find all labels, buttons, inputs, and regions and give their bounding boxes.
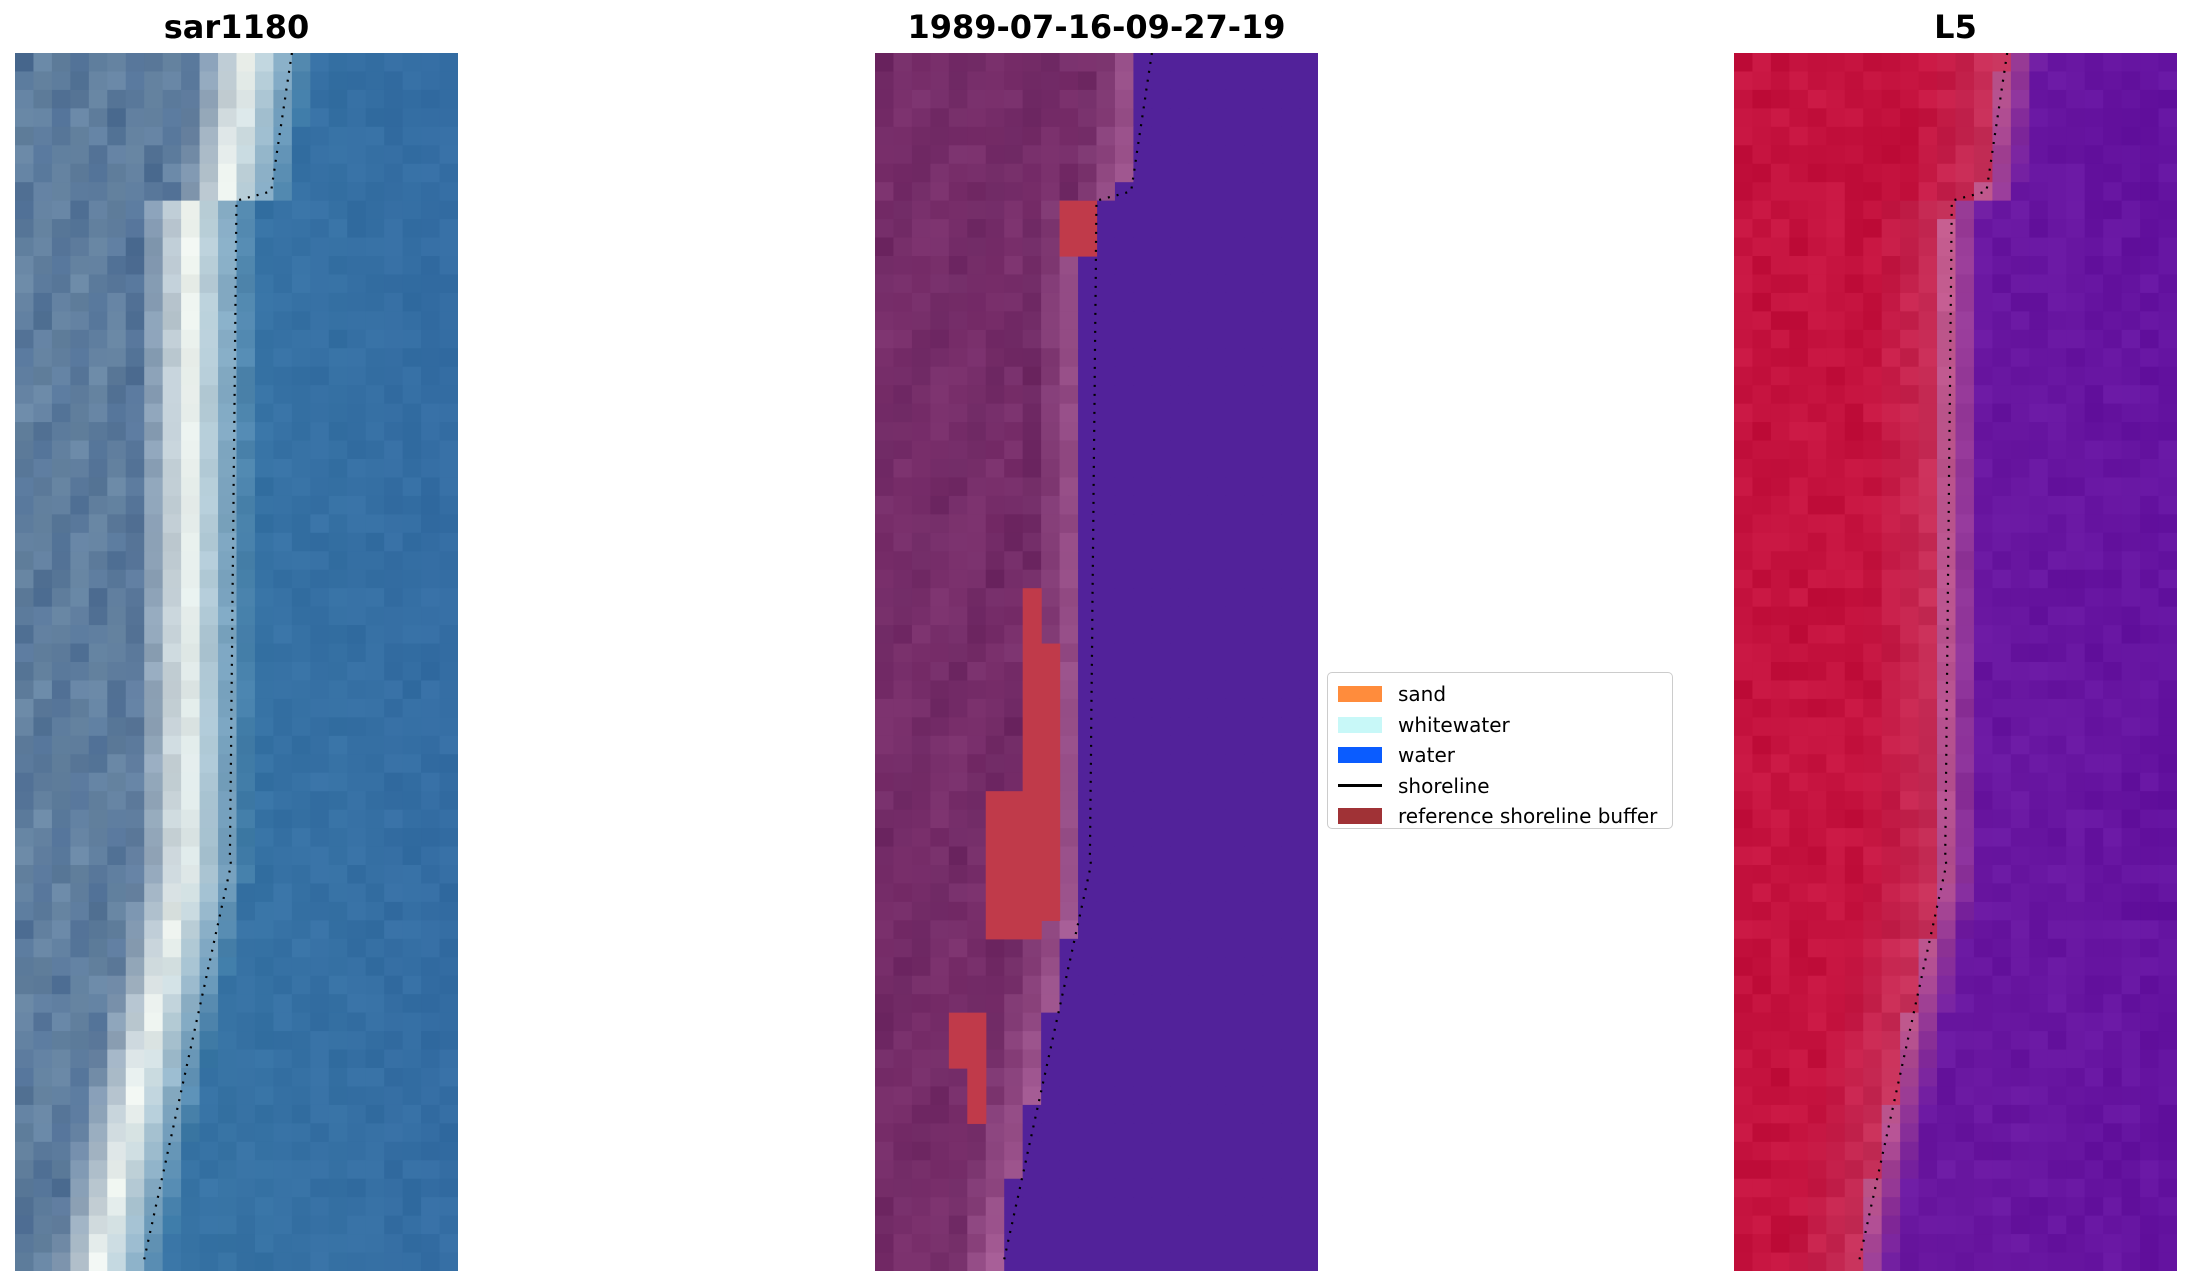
panel-title-right: L5 (1934, 8, 1977, 46)
legend-label-water: water (1398, 743, 1455, 768)
panel-title-middle: 1989-07-16-09-27-19 (907, 8, 1286, 46)
shoreline-line-sample (1338, 784, 1382, 788)
buffer-region (967, 1068, 987, 1124)
panel-title-left: sar1180 (163, 8, 310, 46)
legend-item-water: water (1338, 740, 1662, 771)
buffer-region (1059, 200, 1098, 257)
legend-item-sand: sand (1338, 679, 1662, 710)
buffer-swatch (1338, 808, 1382, 825)
water-swatch (1338, 747, 1382, 764)
buffer-region (1041, 643, 1061, 921)
sand-swatch (1338, 686, 1382, 703)
buffer-region (985, 791, 1042, 940)
legend-label-sand: sand (1398, 682, 1447, 707)
buffer-region (1022, 588, 1042, 792)
legend-item-whitewater: whitewater (1338, 710, 1662, 741)
nir-image (1734, 53, 2177, 1271)
buffer-region (948, 1012, 987, 1069)
whitewater-swatch (1338, 716, 1382, 733)
legend-label-buffer: reference shoreline buffer (1398, 804, 1658, 829)
legend: sand whitewater water shoreline referenc… (1327, 672, 1673, 829)
classification-image-panel (875, 53, 1318, 1271)
rgb-image (15, 53, 458, 1271)
legend-label-shoreline: shoreline (1398, 773, 1490, 798)
legend-item-shoreline: shoreline (1338, 771, 1662, 802)
rgb-image-panel (15, 53, 458, 1271)
legend-label-whitewater: whitewater (1398, 712, 1510, 737)
legend-item-buffer: reference shoreline buffer (1338, 801, 1662, 832)
nir-image-panel (1734, 53, 2177, 1271)
classification-image (875, 53, 1318, 1271)
